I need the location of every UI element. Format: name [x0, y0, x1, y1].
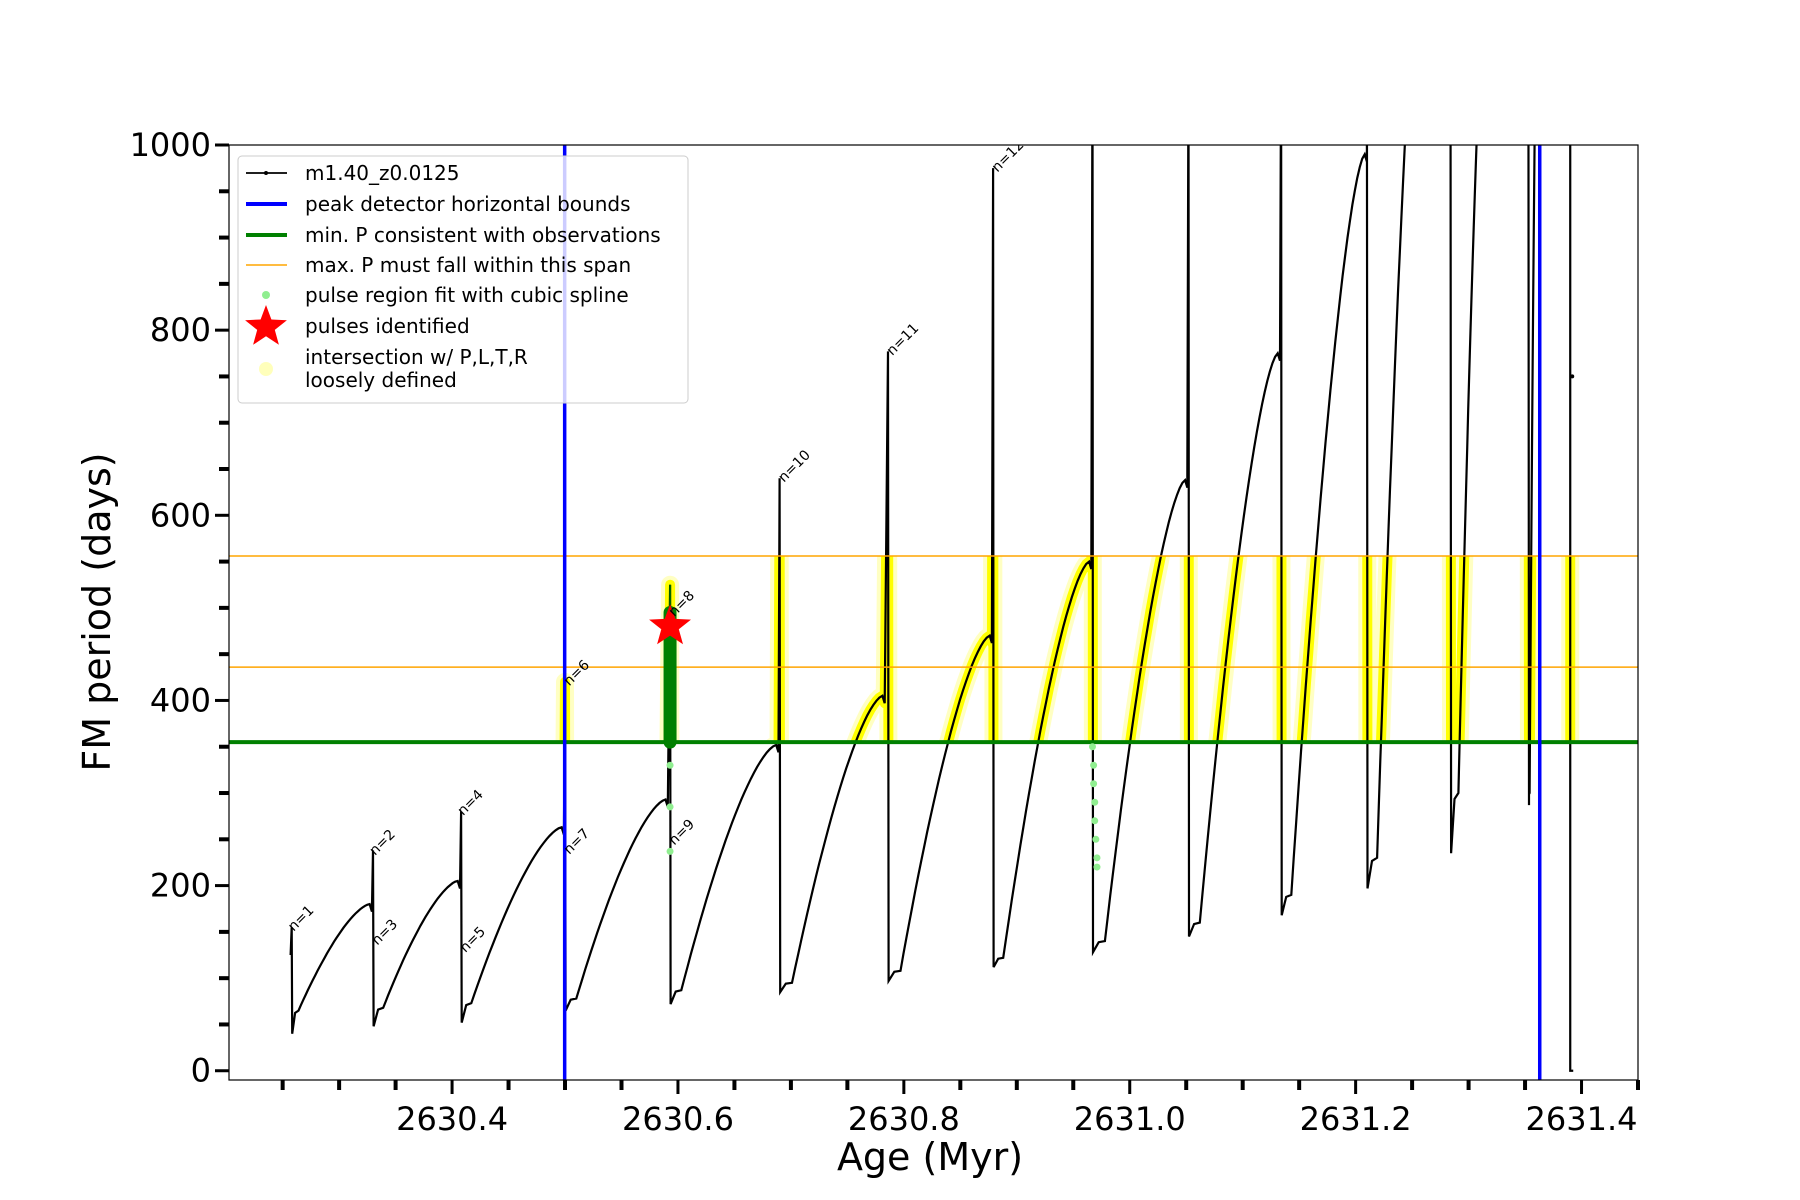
legend: m1.40_z0.0125 peak detector horizontal b… [237, 155, 689, 404]
legend-label-pulses: pulses identified [305, 314, 470, 338]
pulse-identified-star [649, 604, 691, 645]
spline-point [1091, 817, 1099, 825]
legend-label-peak-bounds: peak detector horizontal bounds [305, 192, 631, 216]
spline-point [1093, 854, 1101, 862]
model-point [1570, 374, 1575, 379]
y-axis-label: FM period (days) [75, 452, 119, 771]
x-tick-label: 2631.2 [1300, 1100, 1412, 1138]
spline-point [666, 847, 674, 855]
y-tick-label: 200 [150, 867, 211, 905]
legend-marker-model [264, 171, 268, 175]
x-tick-label: 2631.0 [1074, 1100, 1186, 1138]
spline-point [1088, 743, 1096, 751]
spline-point [1091, 798, 1099, 806]
spline-point [1092, 835, 1100, 843]
spline-point [1093, 863, 1101, 871]
y-tick-label: 800 [150, 311, 211, 349]
x-tick-label: 2630.6 [622, 1100, 734, 1138]
legend-label-intersection: intersection w/ P,L,T,R [305, 345, 528, 369]
spline-point [1090, 780, 1098, 788]
legend-circle-intersection [259, 362, 273, 376]
legend-label-min-p: min. P consistent with observations [305, 223, 661, 247]
model-track-m1.40_z0.0125 [289, 145, 1574, 1072]
legend-star-icon [245, 305, 287, 345]
legend-label-spline: pulse region fit with cubic spline [305, 283, 629, 307]
legend-label-model: m1.40_z0.0125 [305, 161, 460, 185]
x-tick-label: 2630.4 [396, 1100, 508, 1138]
x-tick-label: 2631.4 [1526, 1100, 1638, 1138]
axes-frame [228, 144, 1639, 1081]
legend-label-max-p: max. P must fall within this span [305, 253, 631, 277]
spline-point [666, 803, 674, 811]
legend-label-intersection-2: loosely defined [305, 368, 457, 392]
spline-point [666, 761, 674, 769]
axis-ticks: 0 200 400 600 800 1000 2630.4 2630.6 2630.8 2631.… [130, 126, 1640, 1138]
spline-point [1090, 761, 1098, 769]
y-tick-label: 0 [191, 1052, 211, 1090]
x-tick-label: 2630.8 [848, 1100, 960, 1138]
y-tick-label: 400 [150, 681, 211, 719]
legend-frame [237, 155, 689, 404]
y-tick-label: 600 [150, 496, 211, 534]
legend-dot-spline [262, 291, 270, 299]
y-tick-label: 1000 [130, 126, 211, 164]
x-axis-label: Age (Myr) [837, 1135, 1023, 1179]
